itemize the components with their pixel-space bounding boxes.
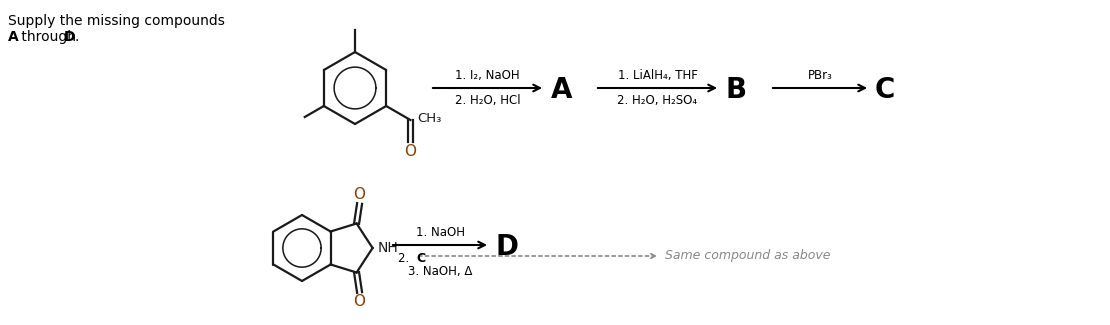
Text: D: D [64, 30, 75, 44]
Text: .: . [74, 30, 79, 44]
Text: through: through [17, 30, 80, 44]
Text: CH₃: CH₃ [417, 112, 442, 125]
Text: 2. H₂O, HCl: 2. H₂O, HCl [455, 94, 521, 107]
Text: 1. LiAlH₄, THF: 1. LiAlH₄, THF [617, 69, 697, 82]
Text: 3. NaOH, Δ: 3. NaOH, Δ [407, 265, 472, 278]
Text: C: C [875, 76, 896, 104]
Text: A: A [8, 30, 19, 44]
Text: O: O [404, 144, 416, 159]
Text: Same compound as above: Same compound as above [665, 250, 830, 263]
Text: 1. NaOH: 1. NaOH [415, 226, 464, 239]
Text: B: B [726, 76, 747, 104]
Text: O: O [354, 187, 365, 202]
Text: 2. H₂O, H₂SO₄: 2. H₂O, H₂SO₄ [617, 94, 697, 107]
Text: A: A [551, 76, 573, 104]
Text: NH: NH [377, 241, 398, 255]
Text: 1. I₂, NaOH: 1. I₂, NaOH [455, 69, 519, 82]
Text: C: C [416, 252, 425, 265]
Text: Supply the missing compounds: Supply the missing compounds [8, 14, 225, 28]
Text: PBr₃: PBr₃ [808, 69, 832, 82]
Text: 2.: 2. [398, 252, 413, 265]
Text: D: D [496, 233, 519, 261]
Text: O: O [354, 294, 365, 309]
